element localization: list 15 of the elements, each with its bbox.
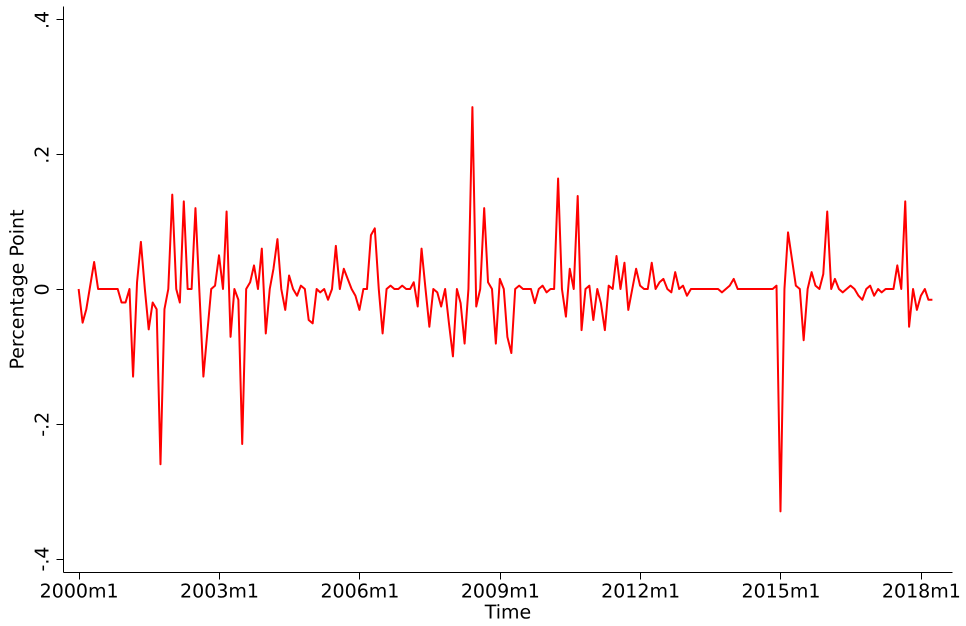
x-tick-label: 2015m1 [742, 580, 820, 602]
x-tick-label: 2003m1 [180, 580, 259, 602]
y-tick-label: -.2 [32, 412, 54, 437]
x-axis-title: Time [484, 602, 532, 624]
x-tick-label: 2018m1 [882, 580, 961, 602]
x-tick-label: 2006m1 [320, 580, 400, 602]
line-series [78, 106, 934, 512]
y-tick-label: .2 [32, 146, 54, 164]
y-axis-title: Percentage Point [6, 209, 28, 370]
y-tick-label: 0 [32, 283, 54, 296]
x-tick-label: 2000m1 [40, 580, 119, 602]
y-tick-label: .4 [32, 10, 54, 30]
x-tick-label: 2009m1 [460, 580, 540, 602]
y-tick-label: -.4 [32, 546, 54, 572]
x-tick-label: 2012m1 [601, 580, 680, 602]
